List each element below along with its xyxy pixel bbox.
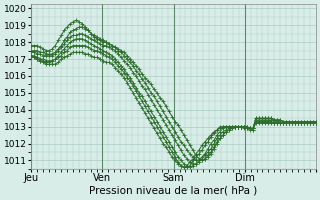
X-axis label: Pression niveau de la mer( hPa ): Pression niveau de la mer( hPa ) <box>90 186 258 196</box>
